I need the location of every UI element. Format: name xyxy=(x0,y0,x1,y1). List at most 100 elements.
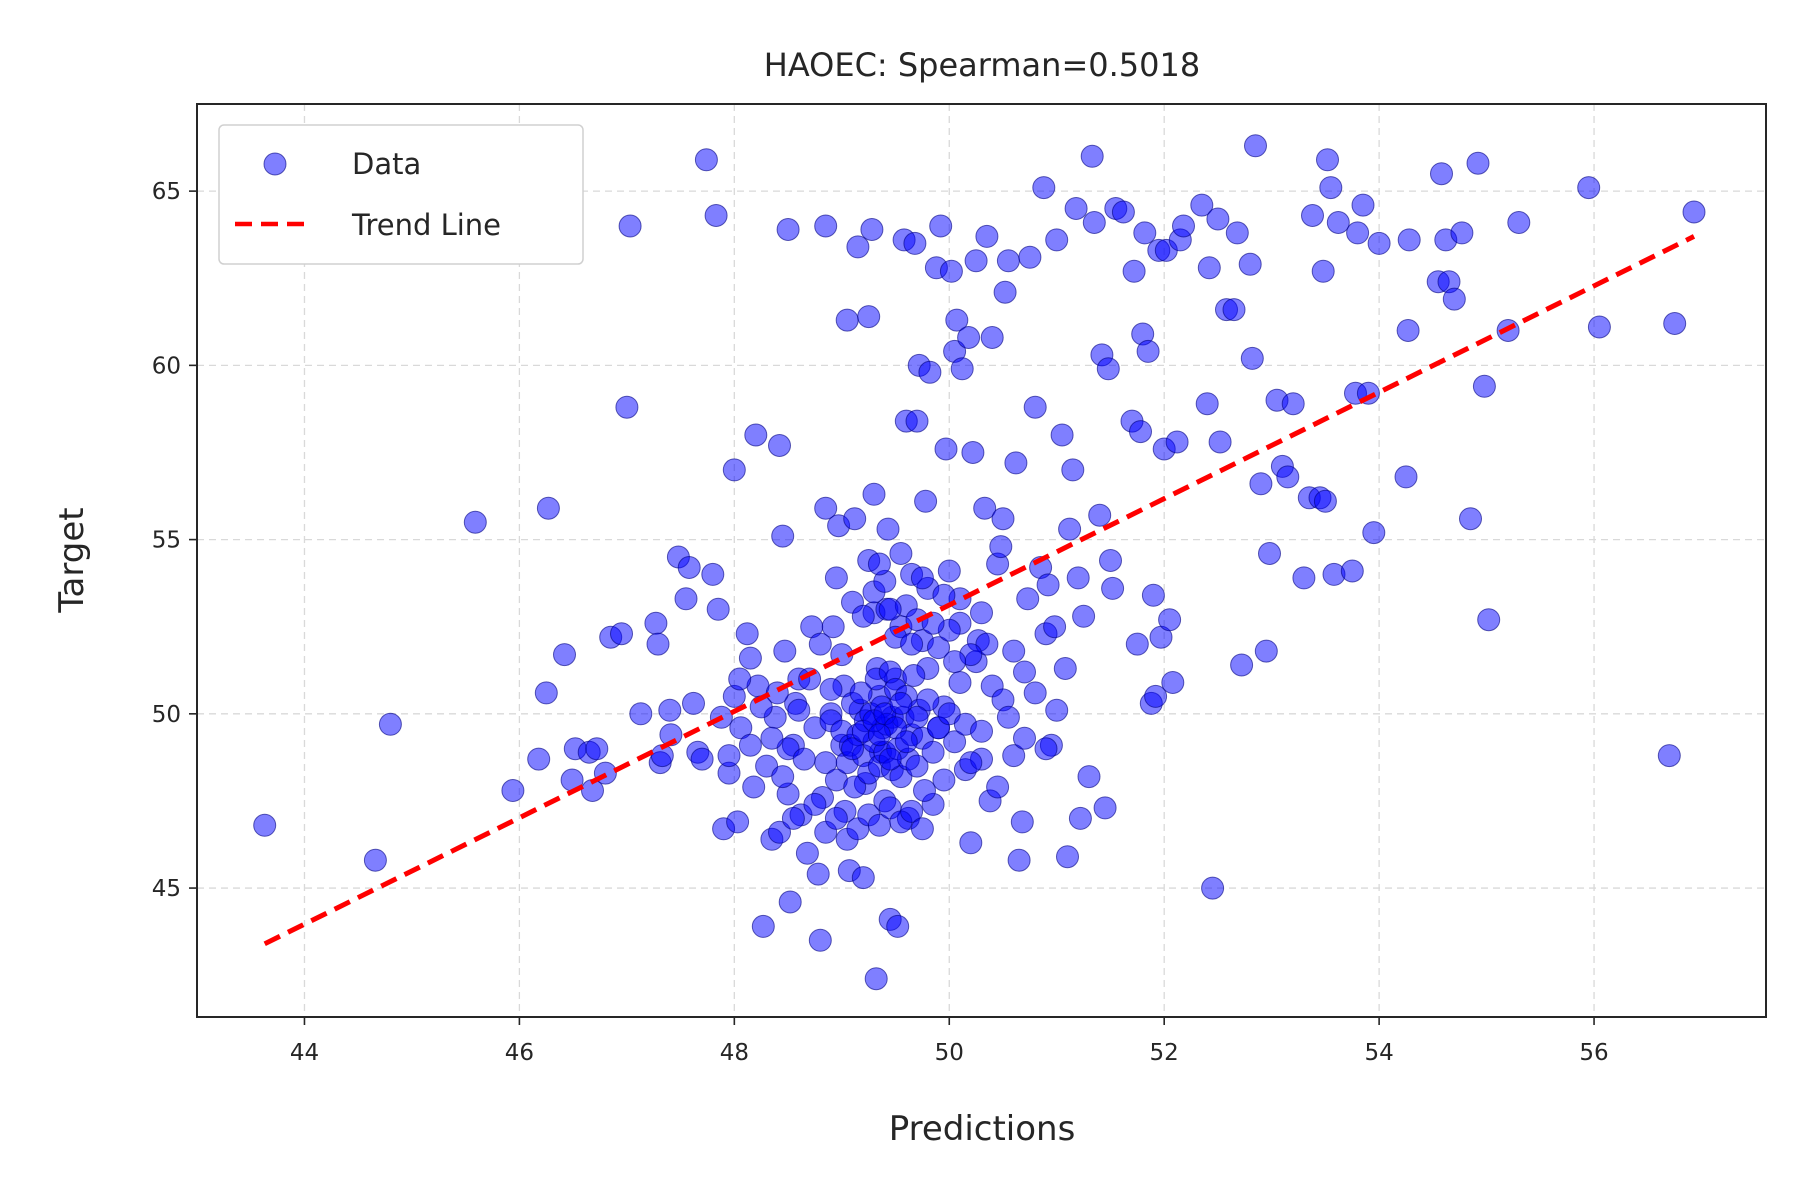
data-point xyxy=(773,639,797,663)
data-point xyxy=(1058,517,1082,541)
data-point xyxy=(1240,346,1264,370)
data-point xyxy=(1281,392,1305,416)
data-point xyxy=(1133,221,1157,245)
data-point xyxy=(862,482,886,506)
data-point xyxy=(867,552,891,576)
data-point xyxy=(905,409,929,433)
data-point xyxy=(527,747,551,771)
data-point xyxy=(1346,221,1370,245)
data-point xyxy=(795,841,819,865)
data-point xyxy=(806,862,830,886)
data-point xyxy=(1472,374,1496,398)
data-point xyxy=(993,280,1017,304)
data-point xyxy=(781,806,805,830)
data-point xyxy=(771,524,795,548)
data-point xyxy=(902,664,926,687)
data-point xyxy=(918,360,942,384)
data-point xyxy=(1442,287,1466,311)
data-point xyxy=(704,204,728,227)
data-point xyxy=(728,667,752,691)
data-point xyxy=(1045,698,1069,722)
data-point xyxy=(937,702,961,726)
data-point xyxy=(961,441,985,464)
data-point xyxy=(1045,228,1069,252)
data-point xyxy=(910,817,934,841)
data-point xyxy=(742,775,766,799)
data-point xyxy=(646,632,670,656)
data-point xyxy=(970,719,993,743)
data-point xyxy=(964,249,988,273)
data-point xyxy=(1258,542,1281,565)
data-point xyxy=(876,517,900,541)
data-point xyxy=(1158,608,1182,632)
data-point xyxy=(1396,319,1420,342)
y-tick-label: 45 xyxy=(152,876,181,902)
x-axis-ticks: 44 46 48 50 52 54 56 xyxy=(290,1017,1609,1066)
data-point xyxy=(1244,134,1267,158)
data-point xyxy=(1016,587,1040,611)
data-point xyxy=(536,496,560,520)
data-point xyxy=(690,747,714,771)
trend-line xyxy=(263,234,1696,947)
data-point xyxy=(701,562,725,586)
data-point xyxy=(610,622,633,646)
data-point xyxy=(738,733,762,757)
data-point xyxy=(378,712,402,736)
data-point xyxy=(1136,339,1160,363)
x-tick-label: 54 xyxy=(1364,1040,1393,1066)
data-point xyxy=(792,747,816,771)
data-point xyxy=(860,218,884,241)
data-point xyxy=(717,744,741,768)
data-point xyxy=(1061,458,1085,482)
data-point xyxy=(1682,200,1706,224)
y-axis-ticks: 45 50 55 60 65 xyxy=(152,179,197,902)
data-point xyxy=(1032,176,1056,200)
data-point xyxy=(755,754,779,778)
data-point xyxy=(945,308,969,332)
data-point xyxy=(1276,465,1300,489)
data-point xyxy=(682,691,705,715)
data-point xyxy=(363,848,387,872)
data-point xyxy=(1080,144,1104,168)
data-point xyxy=(1053,657,1077,680)
data-point xyxy=(1663,312,1687,335)
data-point xyxy=(1101,576,1125,600)
x-tick-label: 52 xyxy=(1150,1040,1179,1066)
data-point xyxy=(957,326,981,349)
data-point xyxy=(1459,507,1482,531)
data-point xyxy=(1093,796,1117,820)
legend-label-data: Data xyxy=(352,147,421,181)
data-point xyxy=(1010,810,1034,834)
data-point xyxy=(970,601,993,625)
data-point xyxy=(1319,176,1343,200)
data-point xyxy=(864,967,888,991)
data-point xyxy=(1292,566,1316,590)
data-point xyxy=(729,716,753,740)
data-point xyxy=(1222,298,1246,322)
data-point xyxy=(1002,744,1026,768)
x-tick-label: 50 xyxy=(935,1040,964,1066)
plot-frame xyxy=(196,103,1767,1018)
data-point xyxy=(1096,357,1120,381)
data-point xyxy=(1657,744,1681,768)
data-point xyxy=(1144,684,1168,708)
data-point xyxy=(722,458,746,482)
data-point xyxy=(1068,806,1092,830)
x-tick-label: 46 xyxy=(505,1040,534,1066)
data-point xyxy=(1313,489,1337,513)
data-point xyxy=(843,507,867,531)
data-point xyxy=(1450,221,1474,245)
data-point xyxy=(1050,423,1074,447)
data-point xyxy=(463,510,487,534)
data-point xyxy=(878,597,902,621)
data-point xyxy=(787,698,811,722)
data-point xyxy=(618,214,642,238)
data-point xyxy=(1129,420,1152,444)
data-point xyxy=(939,259,963,283)
data-point xyxy=(776,218,800,241)
data-point xyxy=(1430,162,1453,186)
data-points xyxy=(253,134,1706,991)
data-point xyxy=(1507,211,1531,234)
data-point xyxy=(1004,451,1028,475)
data-point xyxy=(1340,559,1364,583)
